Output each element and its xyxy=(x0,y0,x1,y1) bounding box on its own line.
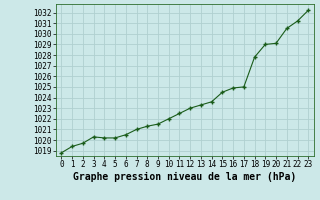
X-axis label: Graphe pression niveau de la mer (hPa): Graphe pression niveau de la mer (hPa) xyxy=(73,172,296,182)
